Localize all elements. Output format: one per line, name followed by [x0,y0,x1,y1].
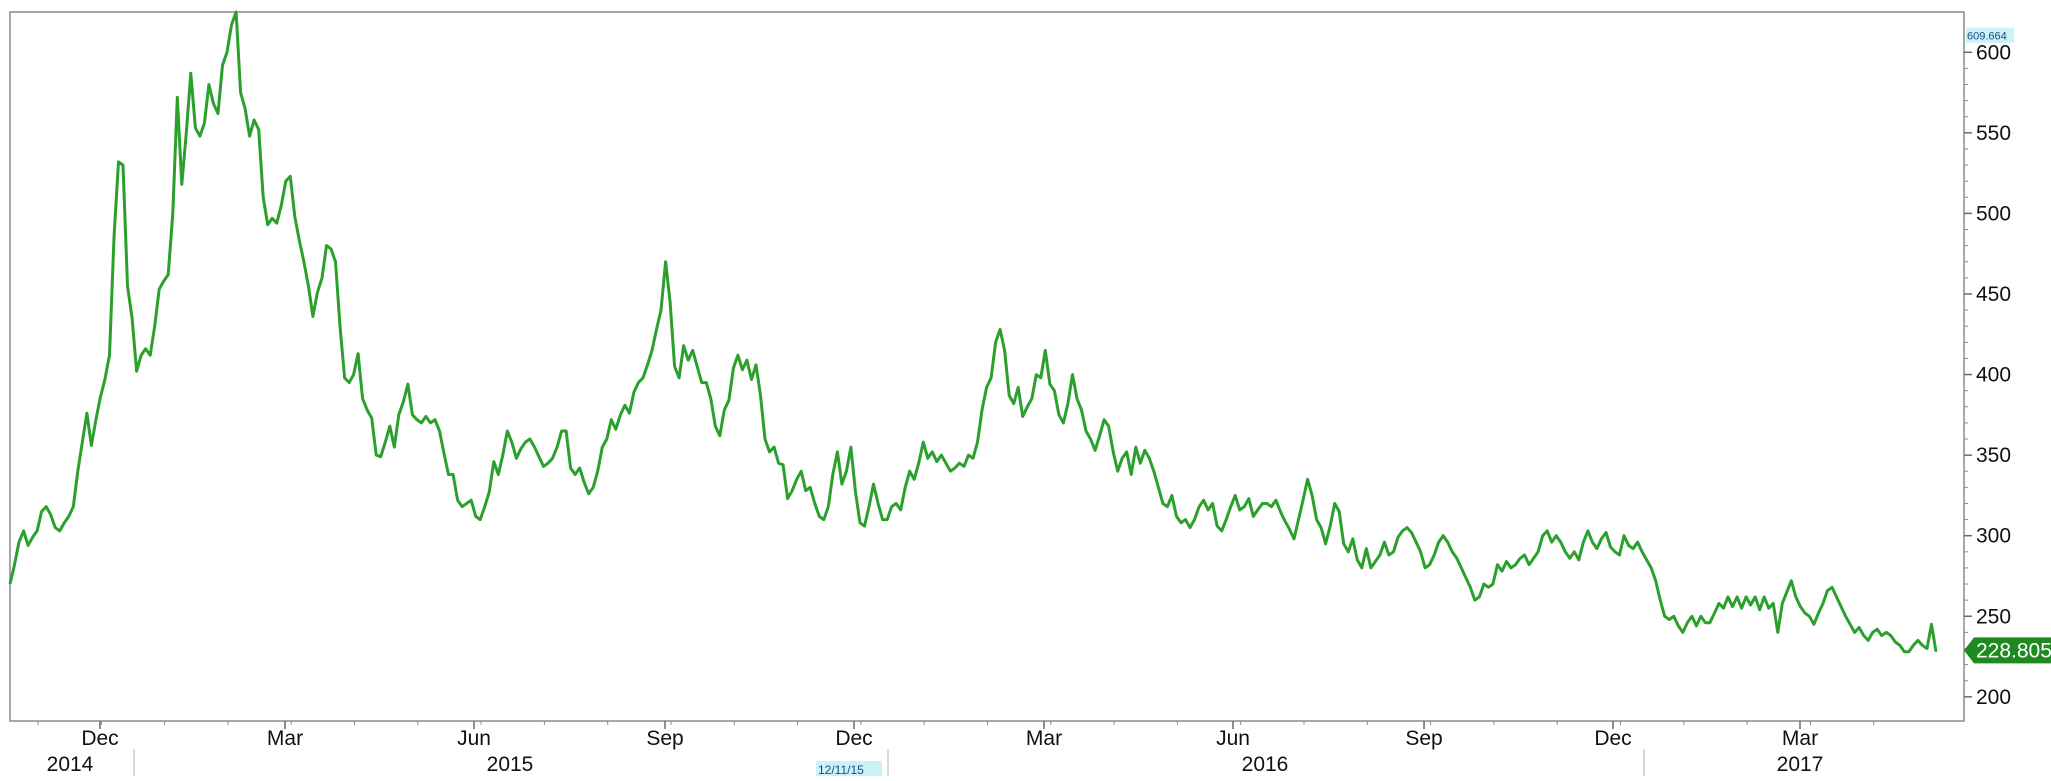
x-month-label: Dec [81,727,118,750]
x-month-label: Jun [457,727,491,750]
x-year-label: 2017 [1777,753,1824,776]
y-axis: 200 250 300 350 400 450 500 550 600 [1964,41,2011,709]
last-value-label: 228.805 [1976,639,2051,662]
x-month-label: Dec [835,727,872,750]
x-month-label: Sep [646,727,683,750]
y-tick-label: 300 [1976,525,2011,548]
x-month-label: Mar [1026,727,1062,750]
y-tick-label: 500 [1976,202,2011,225]
max-value-label: 609.664 [1967,31,2007,43]
y-tick-label: 200 [1976,686,2011,709]
x-month-label: Dec [1594,727,1631,750]
x-month-label: Mar [267,727,303,750]
date-marker: 12/11/15 [816,761,882,777]
last-value-marker: 228.805 [1964,637,2051,664]
y-tick-label: 350 [1976,444,2011,467]
date-marker-label: 12/11/15 [818,763,864,776]
y-tick-label: 600 [1976,41,2011,64]
x-year-label: 2015 [487,753,534,776]
max-value-marker: 609.664 [1966,27,2014,43]
y-tick-label: 550 [1976,122,2011,145]
x-month-label: Sep [1405,727,1442,750]
x-year-label: 2014 [47,753,94,776]
series-line [8,10,1938,654]
x-year-label: 2016 [1242,753,1289,776]
y-tick-label: 250 [1976,605,2011,628]
x-month-label: Mar [1782,727,1818,750]
y-tick-label: 400 [1976,364,2011,387]
x-axis: Dec Mar Jun Sep Dec Mar Jun Sep Dec Mar 2014 2015 20… [37,721,1875,776]
y-tick-label: 450 [1976,283,2011,306]
x-month-label: Jun [1216,727,1250,750]
plot-frame [9,11,1965,722]
